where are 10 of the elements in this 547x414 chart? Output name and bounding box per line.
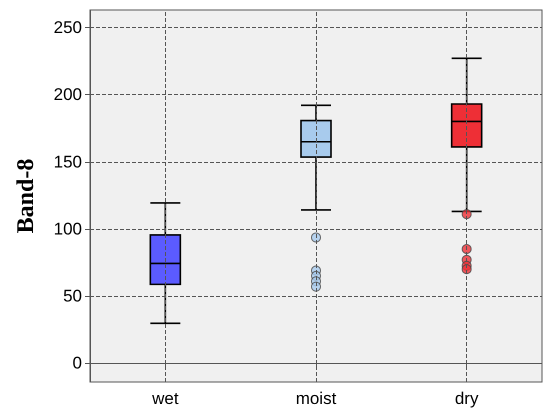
y-tick-label: 150 xyxy=(54,152,82,172)
x-tick-label: dry xyxy=(454,389,479,408)
y-tick-label: 100 xyxy=(54,219,82,238)
x-tick-label: moist xyxy=(296,389,337,408)
y-tick-label: 0 xyxy=(72,354,82,373)
y-tick-label: 200 xyxy=(54,85,82,104)
x-tick-label: wet xyxy=(151,389,179,408)
y-tick-label: 50 xyxy=(63,286,82,306)
y-axis-title: Band-8 xyxy=(13,158,39,234)
y-tick-label: 250 xyxy=(54,18,82,37)
